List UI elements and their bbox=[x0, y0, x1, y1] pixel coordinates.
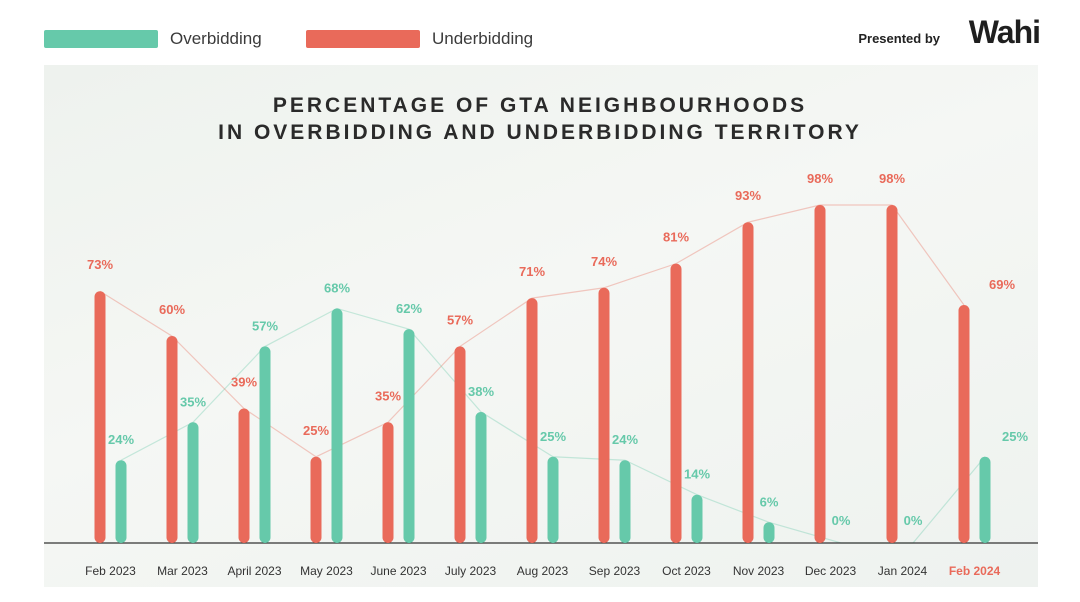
underbidding-bar bbox=[166, 336, 178, 543]
x-tick-label: Mar 2023 bbox=[157, 564, 208, 578]
legend-label-underbidding: Underbidding bbox=[432, 29, 534, 48]
underbidding-bar bbox=[886, 205, 898, 543]
underbidding-data-label: 60% bbox=[159, 302, 185, 317]
underbidding-data-label: 39% bbox=[231, 374, 257, 389]
chart-title-line-2: IN OVERBIDDING AND UNDERBIDDING TERRITOR… bbox=[218, 121, 862, 144]
overbidding-data-label: 62% bbox=[396, 301, 422, 316]
x-tick-label: Dec 2023 bbox=[805, 564, 857, 578]
overbidding-bar bbox=[403, 329, 415, 543]
x-tick-label: Aug 2023 bbox=[517, 564, 569, 578]
underbidding-bar bbox=[454, 346, 466, 543]
underbidding-data-label: 98% bbox=[879, 171, 905, 186]
x-tick-label: July 2023 bbox=[445, 564, 497, 578]
underbidding-bar bbox=[670, 263, 682, 543]
overbidding-data-label: 38% bbox=[468, 384, 494, 399]
underbidding-data-label: 93% bbox=[735, 188, 761, 203]
chart-title-line-1: PERCENTAGE OF GTA NEIGHBOURHOODS bbox=[272, 94, 808, 117]
underbidding-data-label: 81% bbox=[663, 230, 689, 245]
underbidding-data-label: 98% bbox=[807, 171, 833, 186]
overbidding-bar bbox=[763, 522, 775, 543]
overbidding-data-label: 0% bbox=[832, 513, 851, 528]
overbidding-data-label: 24% bbox=[612, 432, 638, 447]
legend-label-overbidding: Overbidding bbox=[170, 29, 262, 48]
x-tick-label: Jan 2024 bbox=[878, 564, 928, 578]
overbidding-data-label: 35% bbox=[180, 394, 206, 409]
overbidding-data-label: 57% bbox=[252, 318, 278, 333]
overbidding-data-label: 24% bbox=[108, 432, 134, 447]
underbidding-bar bbox=[742, 222, 754, 543]
x-tick-label: May 2023 bbox=[300, 564, 353, 578]
overbidding-bar bbox=[475, 411, 487, 543]
logo-text: Wahi bbox=[968, 14, 1041, 50]
underbidding-data-label: 73% bbox=[87, 257, 113, 272]
x-tick-label: June 2023 bbox=[370, 564, 426, 578]
brand: Presented by Wahi bbox=[740, 14, 1041, 51]
underbidding-bar bbox=[310, 456, 322, 543]
presented-by-text: Presented by bbox=[858, 31, 940, 46]
underbidding-bar bbox=[958, 305, 970, 543]
wahi-logo: Wahi bbox=[968, 14, 1041, 51]
underbidding-data-label: 74% bbox=[591, 254, 617, 269]
chart-panel bbox=[44, 65, 1038, 587]
x-tick-label: Nov 2023 bbox=[733, 564, 785, 578]
underbidding-data-label: 69% bbox=[989, 277, 1015, 292]
underbidding-bar bbox=[814, 205, 826, 543]
overbidding-data-label: 0% bbox=[904, 513, 923, 528]
overbidding-data-label: 68% bbox=[324, 280, 350, 295]
overbidding-bar bbox=[115, 460, 127, 543]
underbidding-bar bbox=[598, 287, 610, 543]
underbidding-data-label: 35% bbox=[375, 388, 401, 403]
underbidding-data-label: 71% bbox=[519, 264, 545, 279]
legend-swatch-underbidding bbox=[306, 30, 420, 48]
underbidding-bar bbox=[94, 291, 106, 543]
legend-swatch-overbidding bbox=[44, 30, 158, 48]
overbidding-bar bbox=[259, 346, 271, 543]
x-tick-label: Oct 2023 bbox=[662, 564, 711, 578]
overbidding-bar bbox=[691, 494, 703, 543]
x-tick-label: April 2023 bbox=[227, 564, 281, 578]
underbidding-data-label: 25% bbox=[303, 423, 329, 438]
overbidding-bar bbox=[547, 456, 559, 543]
overbidding-data-label: 25% bbox=[1002, 429, 1028, 444]
overbidding-bar bbox=[619, 460, 631, 543]
chart-title: PERCENTAGE OF GTA NEIGHBOURHOODS IN OVER… bbox=[0, 92, 1080, 146]
underbidding-bar bbox=[382, 422, 394, 543]
underbidding-bar bbox=[526, 298, 538, 543]
overbidding-data-label: 25% bbox=[540, 429, 566, 444]
overbidding-data-label: 6% bbox=[760, 494, 779, 509]
overbidding-data-label: 14% bbox=[684, 467, 710, 482]
overbidding-bar bbox=[331, 308, 343, 543]
x-tick-label: Sep 2023 bbox=[589, 564, 641, 578]
overbidding-bar bbox=[187, 422, 199, 543]
underbidding-data-label: 57% bbox=[447, 312, 473, 327]
x-tick-label: Feb 2024 bbox=[949, 564, 1001, 578]
underbidding-bar bbox=[238, 408, 250, 543]
x-tick-label: Feb 2023 bbox=[85, 564, 136, 578]
overbidding-bar bbox=[979, 456, 991, 543]
